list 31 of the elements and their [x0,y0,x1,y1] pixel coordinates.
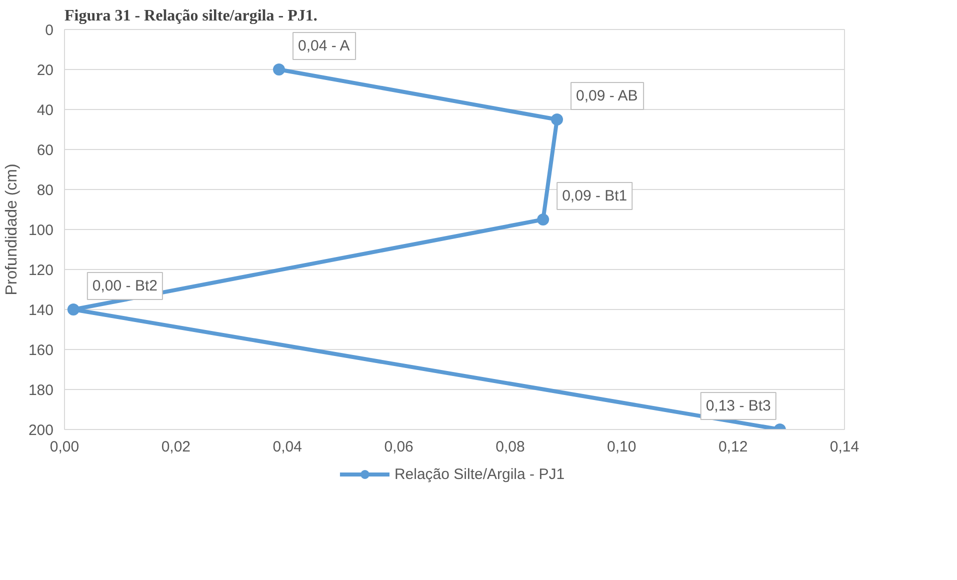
annotation: 0,09 - Bt1 [562,188,628,204]
annotation: 0,09 - AB [576,88,638,104]
y-tick-label: 20 [36,62,54,79]
point [551,114,564,126]
y-tick-label: 200 [28,422,54,439]
y-tick-label: 0 [45,22,54,39]
x-tick-label: 0,10 [607,438,636,456]
y-tick-label: 80 [36,182,54,199]
point [537,214,550,226]
point [67,304,80,316]
y-tick-label: 140 [28,302,54,319]
x-tick-label: 0,00 [50,438,80,456]
annotation: 0,04 - A [298,38,350,54]
x-tick-label: 0,08 [496,438,525,456]
y-tick-label: 100 [28,222,54,239]
point [273,64,285,76]
y-tick-label: 120 [28,262,54,279]
annotation: 0,13 - Bt3 [706,398,771,414]
y-tick-label: 40 [36,102,54,119]
chart-title: Figura 31 - Relação silte/argila - PJ1. [64,8,318,24]
x-tick-label: 0,14 [830,438,860,456]
x-tick-label: 0,06 [384,438,414,456]
legend-label: Relação Silte/Argila - PJ1 [394,466,565,482]
annotation: 0,00 - Bt2 [92,278,158,294]
x-tick-label: 0,02 [161,438,191,456]
x-tick-label: 0,04 [272,438,302,456]
y-tick-label: 160 [28,342,54,359]
y-axis-title: Profundidade (cm) [3,164,20,296]
x-tick-label: 0,12 [718,438,748,456]
y-tick-label: 60 [36,142,54,159]
y-tick-label: 180 [28,382,54,399]
